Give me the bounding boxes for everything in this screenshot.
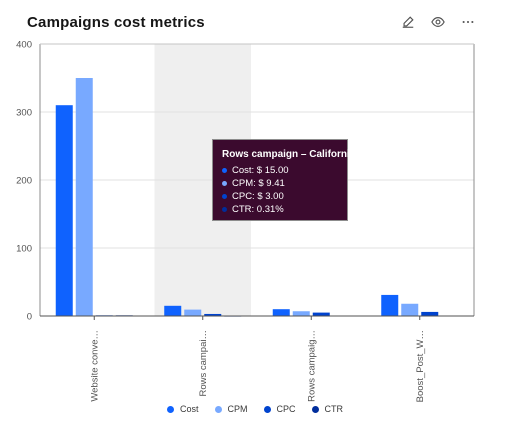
chart-toolbar <box>400 14 476 30</box>
tooltip-row-label: CPC: $ 3.00 <box>232 191 284 202</box>
tooltip-dot-ctr <box>222 207 227 212</box>
tooltip-row-label: CTR: 0.31% <box>232 204 284 215</box>
legend-item-ctr[interactable]: CTR <box>311 404 344 414</box>
legend-dot-cost <box>166 405 174 413</box>
legend-item-cpm[interactable]: CPM <box>214 404 248 414</box>
legend-item-cost[interactable]: Cost <box>166 404 199 414</box>
legend-dot-ctr <box>311 405 319 413</box>
x-tick-label: Rows campai… <box>198 330 209 397</box>
bar-cost <box>164 305 182 316</box>
tooltip-dot-cost <box>222 168 227 173</box>
x-tick-label: Boost_Post_W… <box>415 330 426 402</box>
legend-label: CTR <box>324 404 344 414</box>
bar-cpc <box>204 313 222 316</box>
legend-label: CPC <box>276 404 296 414</box>
tooltip-dot-cpc <box>222 194 227 199</box>
bar-cpc <box>421 311 439 316</box>
bar-cost <box>272 309 290 316</box>
bar-cost <box>55 105 73 316</box>
legend-label: CPM <box>227 404 248 414</box>
tooltip-row-label: CPM: $ 9.41 <box>232 178 285 189</box>
tooltip-row-label: Cost: $ 15.00 <box>232 165 289 176</box>
tooltip-row-ctr: CTR: 0.31% <box>222 203 338 216</box>
eye-icon[interactable] <box>430 14 446 30</box>
x-tick-label: Website conve… <box>89 330 100 402</box>
tooltip-dot-cpm <box>222 181 227 186</box>
x-tick-label: Rows campaig… <box>306 330 317 402</box>
tooltip-title: Rows campaign – California <box>222 149 356 160</box>
edit-icon[interactable] <box>400 14 416 30</box>
bar-cpm <box>401 303 419 316</box>
tooltip-row-cpm: CPM: $ 9.41 <box>222 177 338 190</box>
bar-cost <box>381 294 399 316</box>
legend-label: Cost <box>179 404 199 414</box>
y-tick-label: 300 <box>16 108 32 119</box>
y-tick-label: 0 <box>27 312 32 323</box>
tooltip-row-cost: Cost: $ 15.00 <box>222 164 338 177</box>
bar-cpm <box>184 309 202 316</box>
bar-cpm <box>75 78 93 316</box>
chart-title: Campaigns cost metrics <box>27 14 205 31</box>
y-tick-label: 100 <box>16 244 32 255</box>
bar-cpm <box>292 311 310 316</box>
legend-item-cpc[interactable]: CPC <box>263 404 296 414</box>
chart-legend: Cost CPM CPC CTR <box>0 404 510 414</box>
legend-dot-cpc <box>263 405 271 413</box>
y-tick-label: 200 <box>16 176 32 187</box>
tooltip-row-cpc: CPC: $ 3.00 <box>222 190 338 203</box>
bar-cpc <box>312 312 330 316</box>
legend-dot-cpm <box>214 405 222 413</box>
overflow-menu-icon[interactable] <box>460 14 476 30</box>
y-tick-label: 400 <box>16 40 32 51</box>
chart-tooltip: Rows campaign – California Cost: $ 15.00… <box>212 139 356 221</box>
